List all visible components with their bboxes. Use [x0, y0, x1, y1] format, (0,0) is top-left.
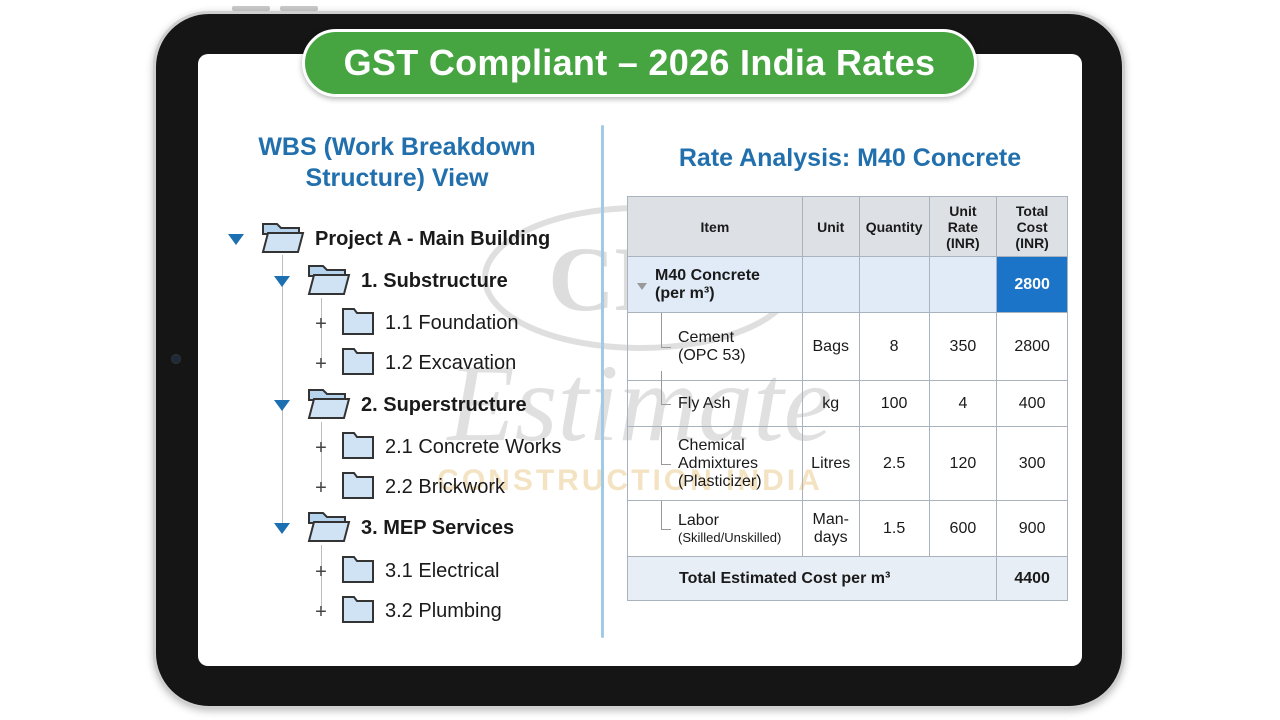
tree-node-item[interactable]: + 3.2 Plumbing [313, 594, 502, 629]
expand-plus-icon[interactable]: + [315, 560, 327, 583]
expand-triangle-icon[interactable] [274, 400, 290, 411]
unit-cell: Bags [801, 312, 860, 381]
table-header-row: Item Unit Quantity Unit Rate (INR) Total… [627, 196, 1068, 257]
folder-closed-icon [341, 594, 375, 629]
total-value-cell: 4400 [996, 556, 1068, 601]
expand-plus-icon[interactable]: + [315, 436, 327, 459]
total-cost-cell: 2800 [996, 312, 1068, 381]
tree-node-label: 2.1 Concrete Works [385, 436, 562, 458]
tree-node-label: Project A - Main Building [315, 228, 551, 250]
tree-node-item[interactable]: + 3.1 Electrical [313, 554, 500, 589]
expand-triangle-icon[interactable] [228, 234, 244, 245]
unit-cell: Litres [801, 426, 860, 501]
tree-guide-line [282, 255, 283, 527]
unit-cell: kg [801, 380, 860, 427]
tree-node-item[interactable]: + 1.1 Foundation [313, 306, 518, 341]
tree-node-group[interactable]: 3. MEP Services [274, 509, 514, 548]
col-header-unit-rate: Unit Rate (INR) [928, 196, 998, 257]
banner-text: GST Compliant – 2026 India Rates [343, 42, 936, 83]
tree-node-item[interactable]: + 1.2 Excavation [313, 346, 516, 381]
total-label-cell: Total Estimated Cost per m³ [626, 556, 998, 601]
tree-node-item[interactable]: + 2.1 Concrete Works [313, 430, 561, 465]
table-row[interactable]: Chemical Admixtures (Plasticizer) Litres… [627, 426, 1068, 501]
folder-open-icon [307, 386, 351, 425]
tree-node-group[interactable]: 1. Substructure [274, 262, 508, 301]
table-cell [858, 256, 930, 313]
tree-guide-line [321, 298, 322, 362]
unit-cell: Man- days [801, 500, 860, 557]
col-header-quantity: Quantity [858, 196, 930, 257]
item-cell: Chemical Admixtures (Plasticizer) [627, 426, 803, 501]
tree-node-item[interactable]: + 2.2 Brickwork [313, 470, 505, 505]
col-header-total-cost: Total Cost (INR) [996, 196, 1068, 257]
tree-node-label: 2. Superstructure [361, 394, 527, 416]
table-row-total: Total Estimated Cost per m³ 4400 [626, 556, 1068, 601]
folder-open-icon [307, 262, 351, 301]
material-item-cell: M40 Concrete (per m³) [627, 256, 803, 313]
expand-triangle-icon[interactable] [274, 523, 290, 534]
table-cell [928, 256, 998, 313]
folder-closed-icon [341, 430, 375, 465]
quantity-cell: 8 [858, 312, 930, 381]
col-header-unit: Unit [801, 196, 860, 257]
tree-node-group[interactable]: 2. Superstructure [274, 386, 527, 425]
quantity-cell: 1.5 [858, 500, 930, 557]
tree-node-label: 3.1 Electrical [385, 560, 500, 582]
table-row[interactable]: Cement (OPC 53) Bags 8 350 2800 [627, 312, 1068, 381]
folder-closed-icon [341, 306, 375, 341]
table-row-material[interactable]: M40 Concrete (per m³) 2800 [627, 256, 1068, 313]
tree-node-label: 1. Substructure [361, 270, 508, 292]
device-volume-button [232, 6, 270, 11]
camera-icon [171, 354, 181, 364]
total-cost-cell: 300 [996, 426, 1068, 501]
expand-plus-icon[interactable]: + [315, 476, 327, 499]
tree-node-label: 2.2 Brickwork [385, 476, 506, 498]
unit-rate-cell: 4 [928, 380, 998, 427]
unit-rate-cell: 600 [928, 500, 998, 557]
item-cell: Labor (Skilled/Unskilled) [627, 500, 803, 557]
total-cost-cell: 900 [996, 500, 1068, 557]
unit-rate-cell: 120 [928, 426, 998, 501]
table-row[interactable]: Labor (Skilled/Unskilled) Man- days 1.5 … [627, 500, 1068, 557]
folder-open-icon [261, 220, 305, 259]
tree-node-label: 3. MEP Services [361, 517, 515, 539]
gst-banner: GST Compliant – 2026 India Rates [302, 29, 977, 97]
folder-closed-icon [341, 554, 375, 589]
rate-analysis-title: Rate Analysis: M40 Concrete [678, 144, 1022, 172]
expand-plus-icon[interactable]: + [315, 600, 327, 623]
expand-triangle-icon[interactable] [274, 276, 290, 287]
quantity-cell: 100 [858, 380, 930, 427]
collapse-caret-icon[interactable] [637, 283, 647, 290]
tree-node-label: 3.2 Plumbing [385, 600, 502, 622]
folder-open-icon [307, 509, 351, 548]
table-cell [801, 256, 860, 313]
tree-guide-line [321, 545, 322, 609]
expand-plus-icon[interactable]: + [315, 352, 327, 375]
tree-guide-line [321, 422, 322, 486]
table-row[interactable]: Fly Ash kg 100 4 400 [627, 371, 1068, 427]
device-volume-button [280, 6, 318, 11]
folder-closed-icon [341, 470, 375, 505]
quantity-cell: 2.5 [858, 426, 930, 501]
tree-node-label: 1.2 Excavation [385, 352, 517, 374]
tree-node-root[interactable]: Project A - Main Building [228, 220, 550, 259]
unit-rate-cell: 350 [928, 312, 998, 381]
total-cost-cell: 400 [996, 380, 1068, 427]
panel-divider [601, 125, 604, 638]
tree-node-label: 1.1 Foundation [385, 312, 519, 334]
material-total-cell[interactable]: 2800 [996, 256, 1068, 313]
item-cell: Cement (OPC 53) [627, 312, 803, 381]
wbs-title: WBS (Work Breakdown Structure) View [258, 133, 536, 192]
col-header-item: Item [627, 196, 803, 257]
folder-closed-icon [341, 346, 375, 381]
rate-analysis-table: Item Unit Quantity Unit Rate (INR) Total… [626, 196, 1068, 601]
expand-plus-icon[interactable]: + [315, 312, 327, 335]
item-cell: Fly Ash [627, 371, 803, 427]
